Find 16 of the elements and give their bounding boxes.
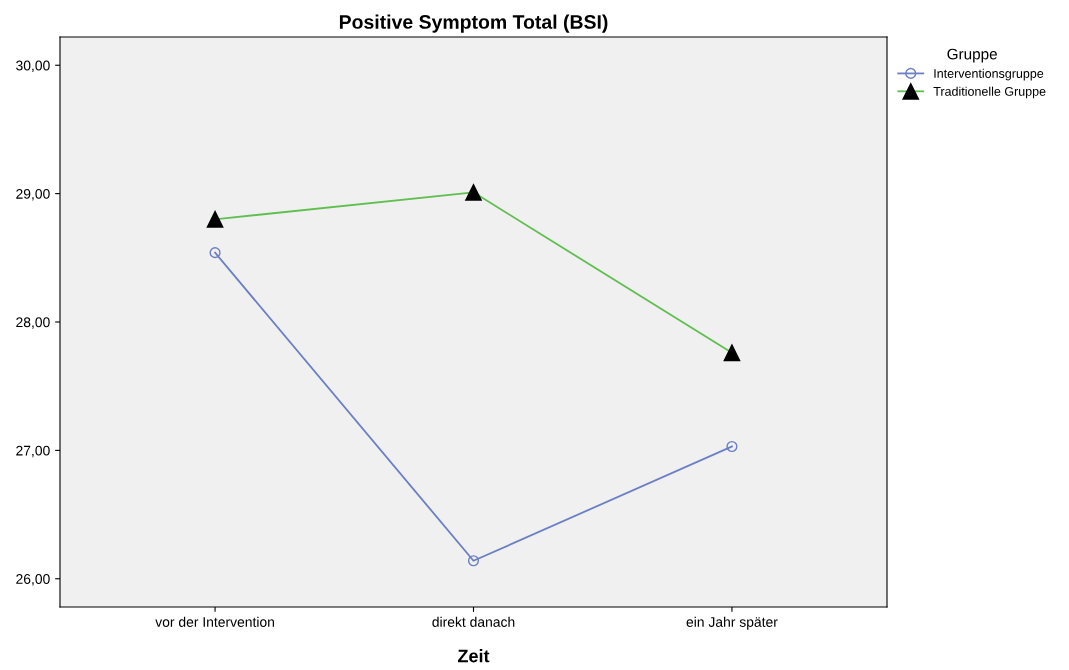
- y-tick-label: 28,00: [16, 317, 50, 329]
- point: [209, 247, 221, 259]
- point: [726, 440, 738, 453]
- legend-title: Gruppe: [947, 48, 997, 63]
- x-tick-label: direkt danach: [432, 616, 515, 627]
- x-tick-label: ein Jahr später: [686, 616, 778, 630]
- y-tick-label: 30,00: [16, 60, 50, 73]
- y-tick-label: 27,00: [16, 445, 50, 458]
- y-tick-label: 26,00: [16, 574, 50, 586]
- point: [467, 555, 480, 567]
- x-tick-label: vor der Intervention: [155, 616, 274, 627]
- legend-label: Traditionelle Gruppe: [933, 86, 1046, 99]
- x-axis-title: Zeit: [457, 649, 490, 663]
- legend-label: Interventionsgruppe: [934, 68, 1044, 81]
- y-tick-label: 29,00: [16, 188, 50, 201]
- chart-title: Positive Symptom Total (BSI): [339, 14, 608, 33]
